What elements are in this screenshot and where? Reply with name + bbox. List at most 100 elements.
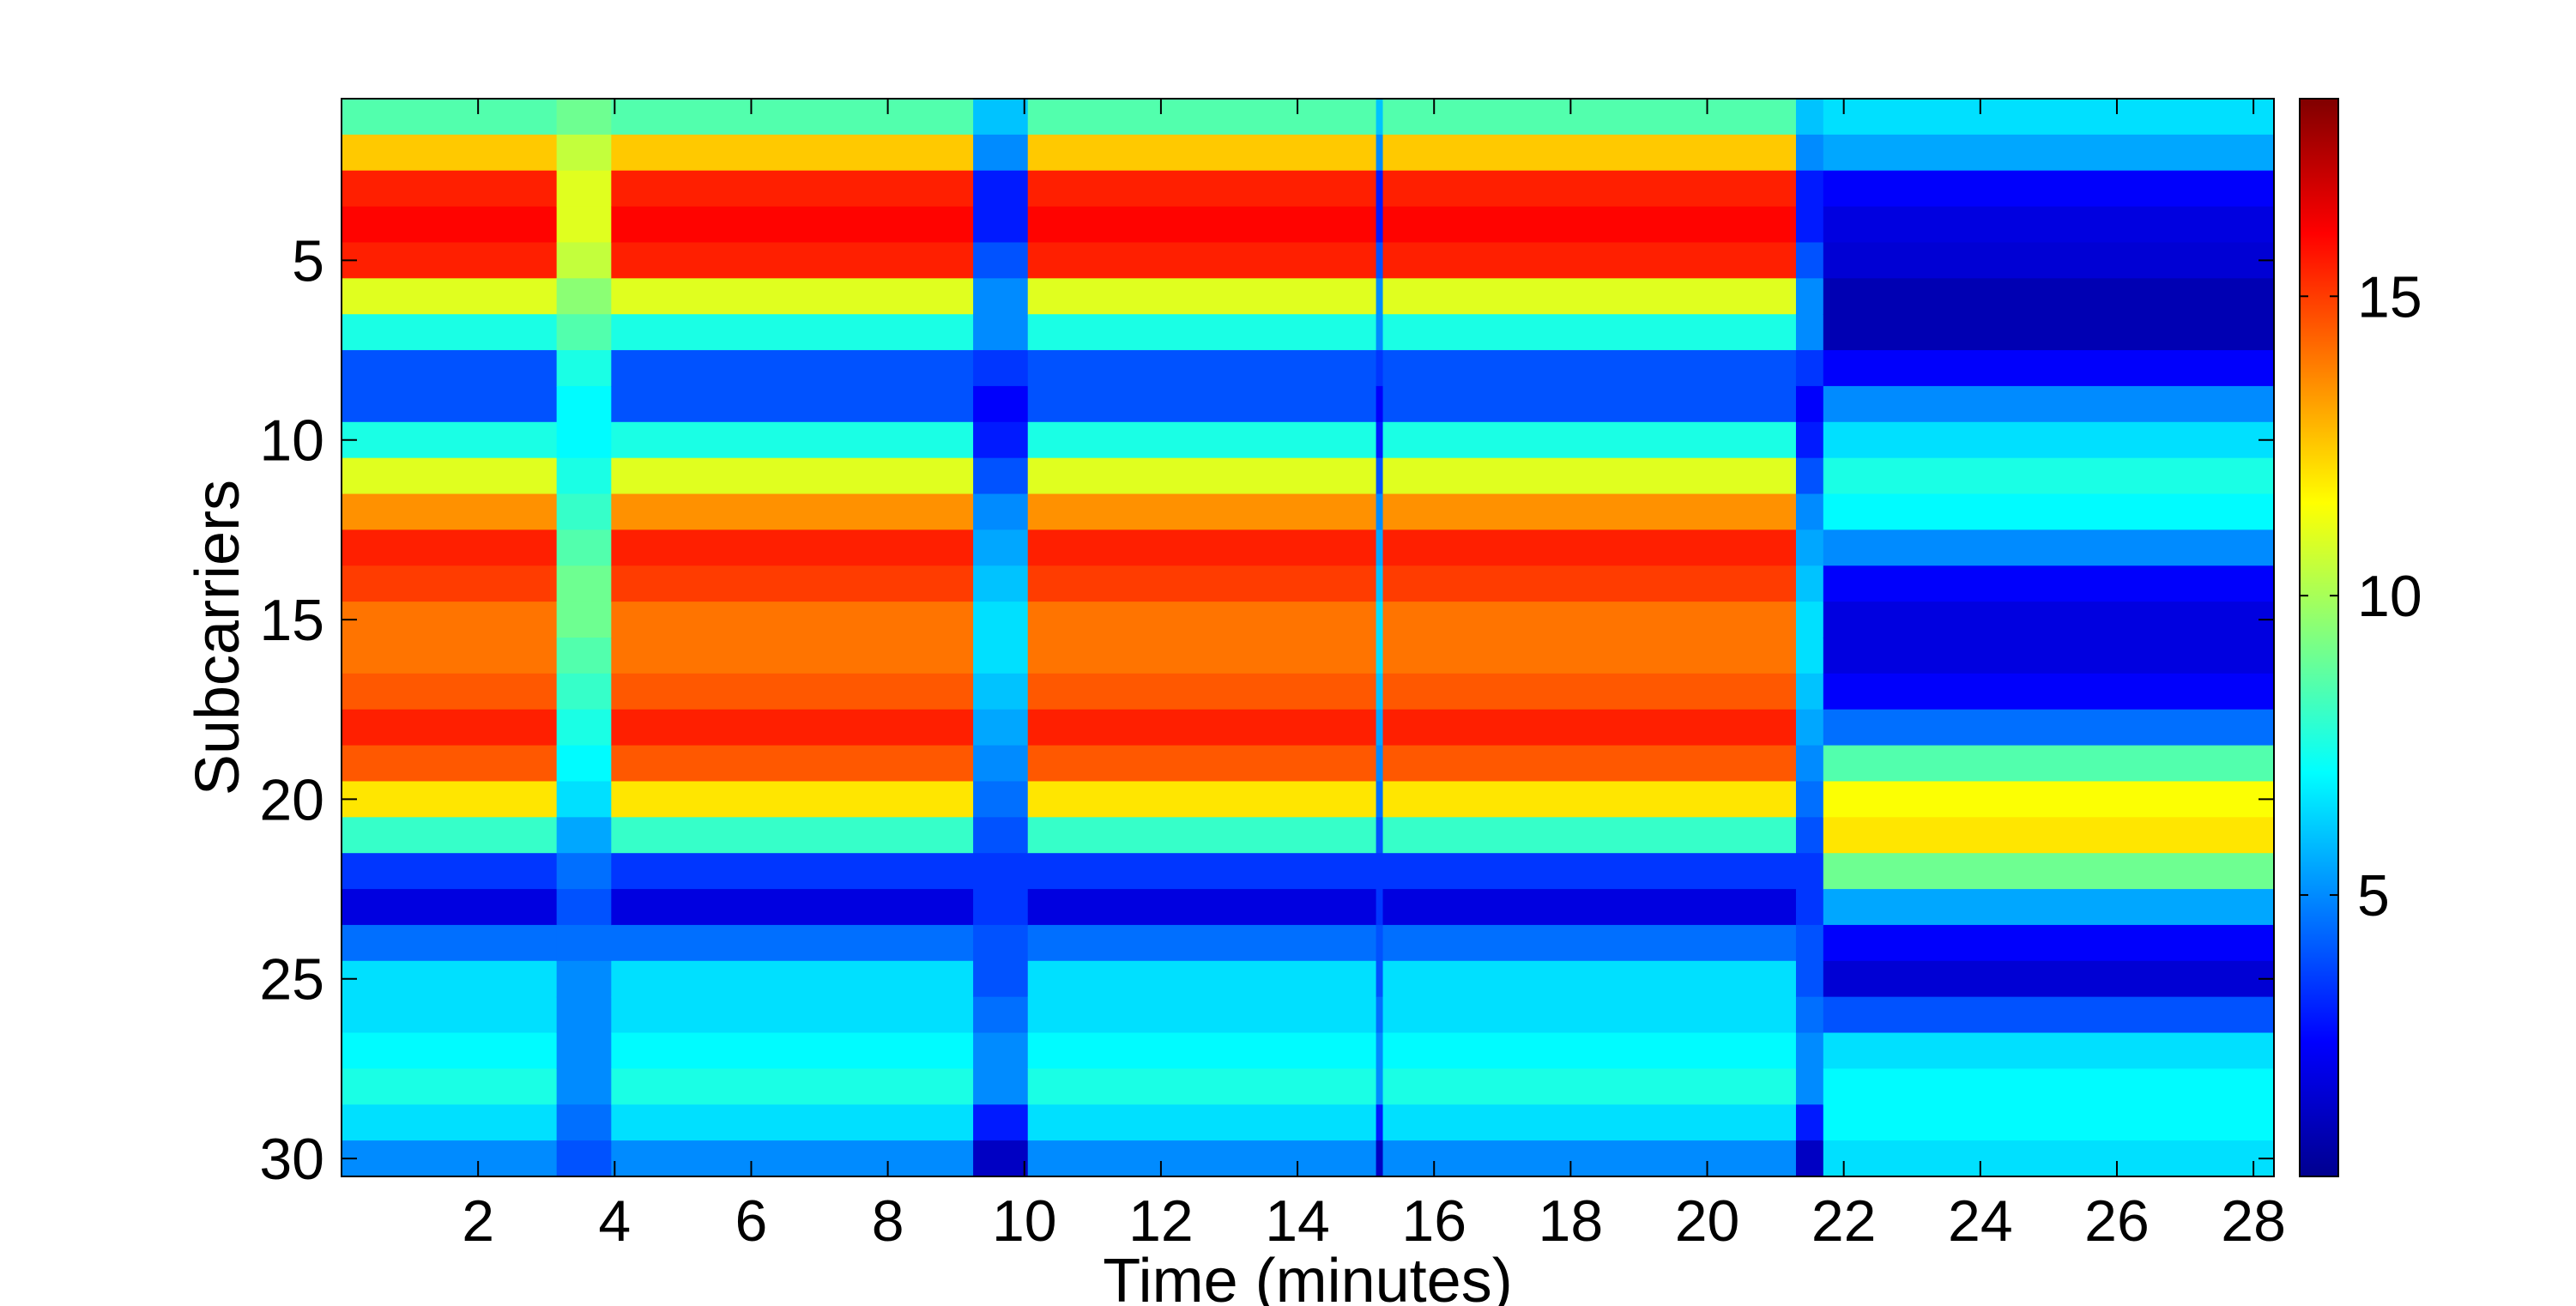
heatmap-cell <box>973 350 1029 387</box>
x-tick-label: 26 <box>2084 1188 2150 1254</box>
heatmap-cell <box>1027 960 1377 998</box>
heatmap-cell <box>1376 206 1384 244</box>
heatmap-cell <box>1376 924 1384 962</box>
heatmap-cell <box>556 170 612 208</box>
heatmap-cell <box>1823 493 2275 530</box>
heatmap-cell <box>1382 924 1797 962</box>
heatmap-cell <box>1376 817 1384 854</box>
heatmap-cell <box>342 206 558 244</box>
heatmap-cell <box>1795 960 1824 998</box>
heatmap-cell <box>342 1140 558 1177</box>
heatmap-cell <box>342 673 558 710</box>
heatmap-cell <box>1027 817 1377 854</box>
plot-frame <box>341 98 2275 1177</box>
heatmap-cell <box>1376 602 1384 638</box>
heatmap-cell <box>973 493 1029 530</box>
heatmap-cell <box>973 996 1029 1034</box>
heatmap-cell <box>342 781 558 818</box>
heatmap-cell <box>611 170 974 208</box>
heatmap-cell <box>1382 529 1797 566</box>
heatmap-cell <box>1382 853 1797 890</box>
heatmap-cell <box>1027 1104 1377 1141</box>
heatmap-cell <box>1382 817 1797 854</box>
x-tick-label: 22 <box>1811 1188 1877 1254</box>
heatmap-cell <box>973 529 1029 566</box>
heatmap-cell <box>611 99 974 136</box>
heatmap-cell <box>611 314 974 351</box>
heatmap-cell <box>1823 745 2275 783</box>
heatmap-cell <box>973 1032 1029 1069</box>
heatmap-cell <box>1376 889 1384 926</box>
heatmap-cell <box>1795 565 1824 602</box>
heatmap-cell <box>1795 529 1824 566</box>
x-tick-label: 16 <box>1401 1188 1466 1254</box>
colorbar-tick-label: 5 <box>2357 863 2390 928</box>
y-tick-label: 25 <box>259 947 324 1013</box>
heatmap-cell <box>1795 673 1824 710</box>
heatmap-cell <box>1376 134 1384 172</box>
heatmap-cell <box>611 565 974 602</box>
heatmap-cell <box>1376 853 1384 890</box>
heatmap-cell <box>973 673 1029 710</box>
heatmap-cell <box>1027 996 1377 1034</box>
heatmap-cell <box>973 206 1029 244</box>
heatmap-cell <box>611 960 974 998</box>
colorbar-tick-label: 10 <box>2357 564 2422 629</box>
heatmap-cell <box>1823 638 2275 674</box>
heatmap-cell <box>973 134 1029 172</box>
heatmap-cell <box>1382 1032 1797 1069</box>
heatmap-cell <box>342 385 558 423</box>
heatmap-cell <box>342 709 558 747</box>
x-tick-label: 2 <box>462 1188 494 1254</box>
heatmap-cell <box>1795 709 1824 747</box>
heatmap-cell <box>1795 457 1824 495</box>
heatmap-cell <box>1376 493 1384 530</box>
heatmap-cell <box>1795 889 1824 926</box>
x-tick-label: 6 <box>735 1188 768 1254</box>
heatmap-cell <box>611 134 974 172</box>
x-tick-label: 28 <box>2221 1188 2286 1254</box>
heatmap-cell <box>556 242 612 279</box>
y-tick-label: 10 <box>259 408 324 474</box>
heatmap-cell <box>342 170 558 208</box>
heatmap-cell <box>1376 529 1384 566</box>
heatmap-cell <box>1795 1068 1824 1105</box>
heatmap-cell <box>556 996 612 1034</box>
heatmap-cell <box>611 853 974 890</box>
colorbar-tick-label: 15 <box>2357 264 2422 330</box>
heatmap-cell <box>1795 638 1824 674</box>
heatmap-cell <box>1027 673 1377 710</box>
heatmap-cell <box>1382 170 1797 208</box>
y-axis-ticks: 5 10 15 20 25 30 <box>259 228 2274 1192</box>
heatmap-cell <box>973 565 1029 602</box>
heatmap-cell <box>1376 1068 1384 1105</box>
heatmap-cell <box>1376 709 1384 747</box>
heatmap-cell <box>342 242 558 279</box>
heatmap-cell <box>973 314 1029 351</box>
y-tick-label: 20 <box>259 767 324 832</box>
heatmap-cell <box>973 817 1029 854</box>
heatmap-cell <box>1795 170 1824 208</box>
heatmap-cell <box>1795 1140 1824 1177</box>
heatmap-cell <box>1795 350 1824 387</box>
heatmap-cell <box>1823 134 2275 172</box>
heatmap-cell <box>973 781 1029 818</box>
heatmap-cell <box>556 853 612 890</box>
heatmap-cell <box>342 421 558 459</box>
heatmap-cell <box>611 745 974 783</box>
heatmap-cell <box>973 638 1029 674</box>
heatmap-cell <box>1376 565 1384 602</box>
heatmap-cell <box>1382 889 1797 926</box>
heatmap-cell <box>556 960 612 998</box>
heatmap-cell <box>1382 638 1797 674</box>
heatmap-cell <box>611 529 974 566</box>
heatmap-cell <box>556 99 612 136</box>
heatmap-cell <box>1823 170 2275 208</box>
heatmap-cell <box>1376 457 1384 495</box>
heatmap-cell <box>556 1140 612 1177</box>
heatmap-cell <box>1376 745 1384 783</box>
heatmap-cell <box>611 1104 974 1141</box>
heatmap-cell <box>1382 960 1797 998</box>
x-axis-ticks: 2 4 6 8 10 12 14 16 18 20 22 24 26 28 <box>462 99 2286 1254</box>
